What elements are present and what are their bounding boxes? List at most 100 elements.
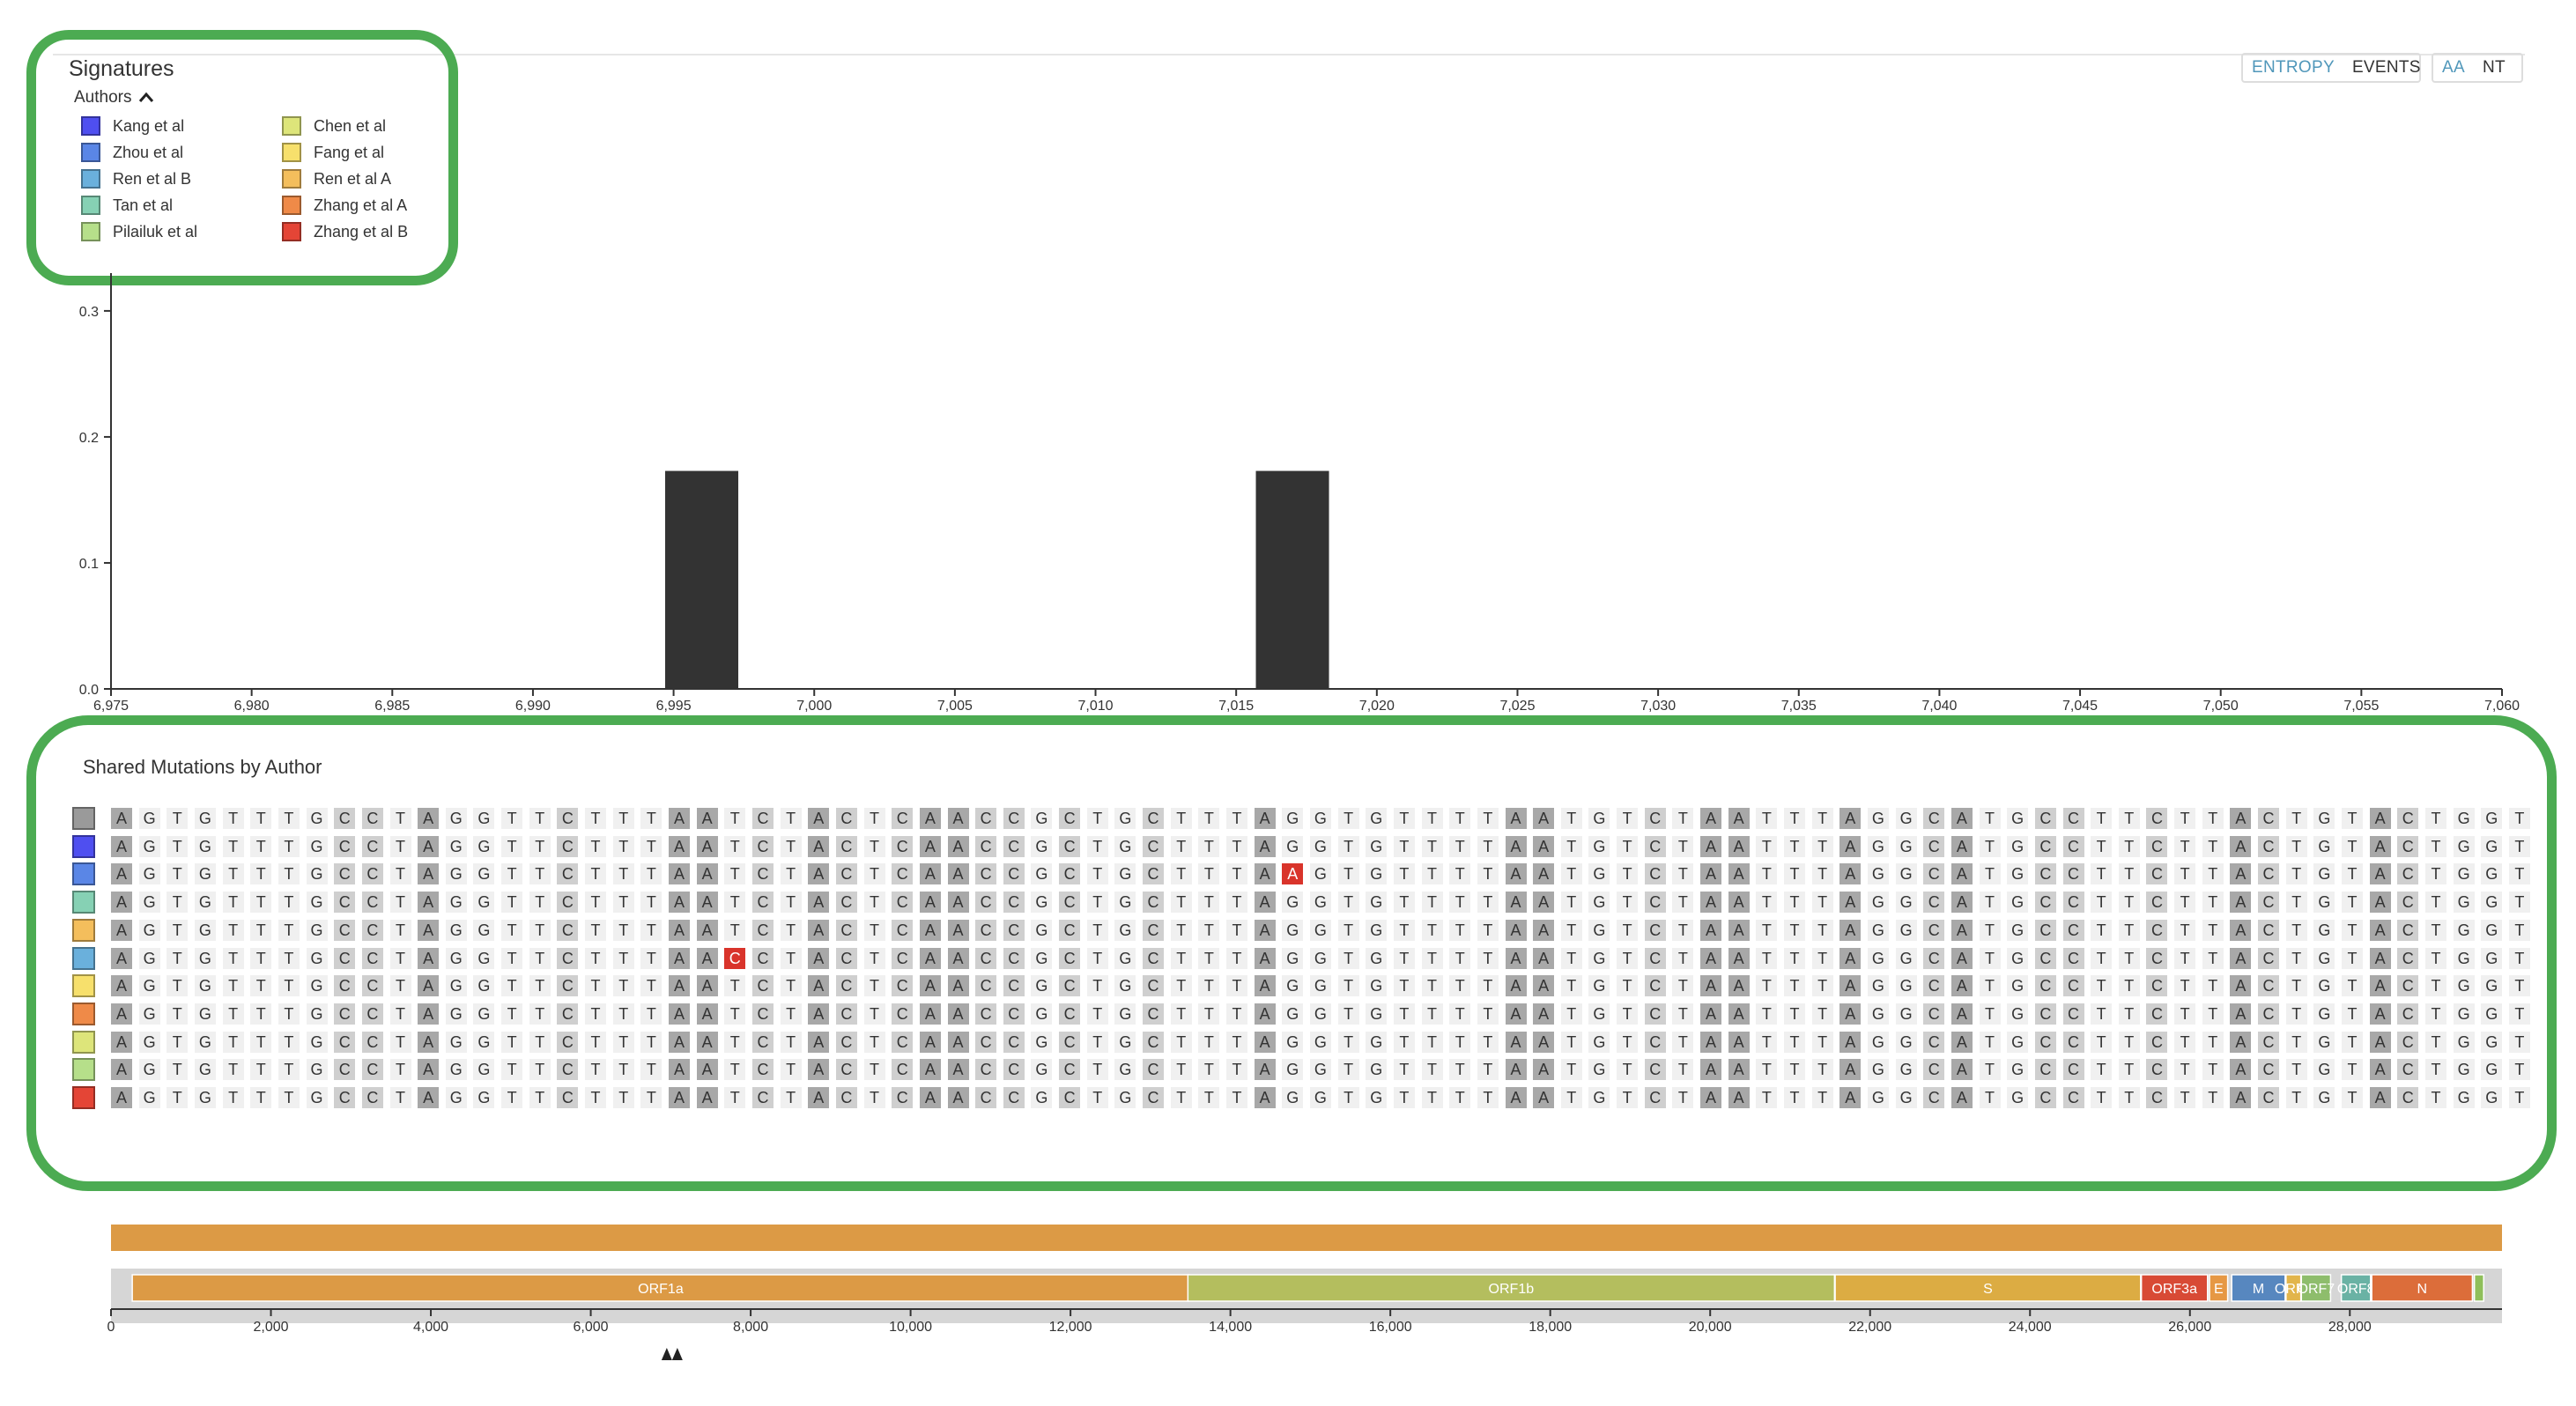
top-divider [53,54,2525,56]
base-cell: C [2034,808,2056,829]
base-cell: A [111,975,132,997]
base-cell: T [2508,808,2530,829]
base-cell: T [529,1087,551,1108]
x-tick-label: 7,055 [2343,699,2379,714]
legend-label: Tan et al [113,196,174,214]
base-cell: A [1254,835,1276,857]
base-cell: T [1170,808,1192,829]
legend-swatch [81,196,100,215]
base-cell: T [1170,919,1192,941]
base-cell: T [640,947,663,969]
selection-marker-icon[interactable] [661,1348,683,1360]
base-cell: C [557,947,579,969]
base-cell: T [1672,1003,1694,1025]
base-cell: G [1867,835,1889,857]
base-cell: C [2062,863,2084,885]
base-cell: T [1421,863,1443,885]
gene-block [1834,1274,2142,1302]
base-cell: G [1588,863,1610,885]
base-cell: T [2424,835,2446,857]
base-cell: A [669,1087,690,1108]
base-cell: T [1337,947,1359,969]
base-cell: A [1533,975,1555,997]
base-cell: T [1170,863,1192,885]
base-cell: A [669,1059,690,1081]
events-button[interactable]: EVENTS [2351,58,2421,77]
base-cell: A [669,947,690,969]
base-cell: T [1226,892,1247,914]
base-cell: C [2258,947,2280,969]
base-cell: C [2062,1059,2084,1081]
legend-item[interactable]: Ren et al B [81,169,191,189]
base-cell: G [138,1087,160,1108]
base-cell: T [2285,808,2307,829]
base-cell: T [1449,892,1471,914]
base-cell: C [361,947,383,969]
base-cell: G [1282,1031,1304,1053]
base-cell: T [2508,1031,2530,1053]
authors-toggle[interactable]: Authors [74,88,154,107]
base-cell: T [167,892,189,914]
base-cell: A [947,808,969,829]
base-cell: T [1393,1059,1415,1081]
base-cell: C [2258,1003,2280,1025]
base-cell: T [2118,892,2140,914]
base-cell: A [1533,808,1555,829]
legend-item[interactable]: Kang et al [81,116,184,136]
authors-toggle-label: Authors [74,88,132,107]
base-cell: G [1588,808,1610,829]
legend-item[interactable]: Zhou et al [81,143,183,162]
legend-item[interactable]: Fang et al [282,143,384,162]
base-cell: A [1533,1003,1555,1025]
base-cell: T [585,947,607,969]
base-cell: A [1254,1003,1276,1025]
legend-highlight-frame [26,30,458,285]
base-cell: T [2202,892,2224,914]
base-cell: C [892,1059,914,1081]
base-cell: C [1003,1059,1025,1081]
base-cell: A [669,1003,690,1025]
nt-button[interactable]: NT [2482,58,2506,77]
base-cell: A [1254,1059,1276,1081]
base-cell: G [1114,919,1136,941]
legend-swatch [81,143,100,162]
base-cell: G [2313,1003,2335,1025]
base-cell: T [1560,975,1582,997]
base-cell: A [1254,947,1276,969]
legend-item[interactable]: Zhang et al A [282,196,407,215]
base-cell: G [1895,919,1917,941]
base-cell: T [1672,975,1694,997]
base-cell: T [2118,863,2140,885]
base-cell: C [2146,835,2168,857]
base-cell: T [1198,863,1220,885]
legend-swatch [282,222,301,241]
base-cell: C [361,1003,383,1025]
base-cell: T [1198,1087,1220,1108]
base-cell: T [1672,808,1694,829]
base-cell: T [863,975,885,997]
base-cell: T [1477,1087,1499,1108]
base-cell: T [640,1031,663,1053]
base-cell: A [418,1003,440,1025]
base-cell: T [863,1087,885,1108]
base-cell: T [1617,919,1639,941]
base-cell: A [808,808,830,829]
entropy-button[interactable]: ENTROPY [2252,58,2335,77]
base-cell: A [947,892,969,914]
legend-item[interactable]: Chen et al [282,116,386,136]
base-cell: C [1003,892,1025,914]
legend-item[interactable]: Pilailuk et al [81,222,197,241]
aa-button[interactable]: AA [2442,58,2465,77]
base-cell: T [1672,919,1694,941]
base-cell: T [724,808,746,829]
base-cell: T [1226,835,1247,857]
base-cell: T [1477,892,1499,914]
base-cell: T [278,919,300,941]
legend-item[interactable]: Tan et al [81,196,173,215]
legend-item[interactable]: Zhang et al B [282,222,408,241]
base-cell: A [696,1031,718,1053]
base-cell: G [1114,1087,1136,1108]
base-cell: T [863,835,885,857]
base-cell: G [2313,1059,2335,1081]
legend-item[interactable]: Ren et al A [282,169,391,189]
